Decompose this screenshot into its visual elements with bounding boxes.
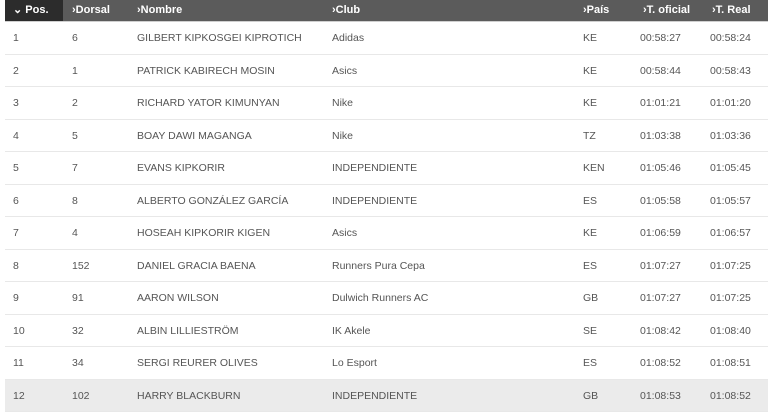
cell-pos: 7 [13, 217, 19, 249]
cell-club: IK Akele [332, 315, 371, 347]
cell-nombre: GILBERT KIPKOSGEI KIPROTICH [137, 22, 302, 54]
cell-pais: TZ [583, 120, 596, 152]
cell-t-real: 01:06:57 [710, 217, 751, 249]
cell-nombre: RICHARD YATOR KIMUNYAN [137, 87, 280, 119]
table-header: ⌄ Pos. ›Dorsal ›Nombre ›Club ›País ›T. o… [5, 0, 768, 22]
table-row[interactable]: 4 5 BOAY DAWI MAGANGA Nike TZ 01:03:38 01:03:3… [5, 120, 768, 153]
cell-t-oficial: 00:58:27 [640, 22, 681, 54]
cell-pais: KE [583, 217, 597, 249]
cell-nombre: HOSEAH KIPKORIR KIGEN [137, 217, 270, 249]
cell-t-real: 01:07:25 [710, 250, 751, 282]
cell-t-oficial: 01:03:38 [640, 120, 681, 152]
cell-t-real: 01:07:25 [710, 282, 751, 314]
cell-dorsal: 152 [72, 250, 90, 282]
cell-pais: SE [583, 315, 597, 347]
cell-pos: 1 [13, 22, 19, 54]
table-row[interactable]: 3 2 RICHARD YATOR KIMUNYAN Nike KE 01:01:21 01… [5, 87, 768, 120]
cell-pais: ES [583, 185, 597, 217]
cell-pais: KE [583, 22, 597, 54]
cell-dorsal: 1 [72, 55, 78, 87]
cell-nombre: ALBIN LILLIESTRÖM [137, 315, 239, 347]
cell-t-oficial: 01:07:27 [640, 250, 681, 282]
cell-club: Nike [332, 87, 353, 119]
cell-nombre: SERGI REURER OLIVES [137, 347, 258, 379]
cell-pos: 6 [13, 185, 19, 217]
cell-dorsal: 5 [72, 120, 78, 152]
cell-dorsal: 34 [72, 347, 84, 379]
table-row[interactable]: 7 4 HOSEAH KIPKORIR KIGEN Asics KE 01:06:59 01… [5, 217, 768, 250]
table-row[interactable]: 1 6 GILBERT KIPKOSGEI KIPROTICH Adidas KE 00:… [5, 22, 768, 55]
cell-club: Dulwich Runners AC [332, 282, 428, 314]
cell-pos: 8 [13, 250, 19, 282]
cell-t-oficial: 01:07:27 [640, 282, 681, 314]
cell-nombre: ALBERTO GONZÁLEZ GARCÍA [137, 185, 288, 217]
cell-pos: 3 [13, 87, 19, 119]
cell-pos: 4 [13, 120, 19, 152]
cell-pos: 10 [13, 315, 25, 347]
cell-club: Runners Pura Cepa [332, 250, 425, 282]
cell-pos: 9 [13, 282, 19, 314]
table-row[interactable]: 8 152 DANIEL GRACIA BAENA Runners Pura Cepa… [5, 250, 768, 283]
cell-t-oficial: 01:01:21 [640, 87, 681, 119]
table-row[interactable]: 9 91 AARON WILSON Dulwich Runners AC GB 01:07… [5, 282, 768, 315]
cell-club: Asics [332, 217, 357, 249]
results-table: ⌄ Pos. ›Dorsal ›Nombre ›Club ›País ›T. o… [5, 0, 768, 412]
table-row[interactable]: 10 32 ALBIN LILLIESTRÖM IK Akele SE 01:08:42 0… [5, 315, 768, 348]
cell-club: INDEPENDIENTE [332, 152, 417, 184]
cell-t-real: 00:58:24 [710, 22, 751, 54]
cell-nombre: AARON WILSON [137, 282, 219, 314]
cell-t-real: 01:05:57 [710, 185, 751, 217]
cell-club: Asics [332, 55, 357, 87]
cell-pais: ES [583, 347, 597, 379]
cell-club: Adidas [332, 22, 364, 54]
cell-pais: KEN [583, 152, 605, 184]
table-row[interactable]: 2 1 PATRICK KABIRECH MOSIN Asics KE 00:58:44 0… [5, 55, 768, 88]
cell-t-oficial: 01:08:42 [640, 315, 681, 347]
cell-club: Nike [332, 120, 353, 152]
cell-pos: 5 [13, 152, 19, 184]
cell-pais: KE [583, 55, 597, 87]
header-t-oficial[interactable]: ›T. oficial [643, 0, 690, 21]
header-dorsal[interactable]: ›Dorsal [72, 0, 110, 21]
table-row[interactable]: 5 7 EVANS KIPKORIR INDEPENDIENTE KEN 01:05:46… [5, 152, 768, 185]
cell-nombre: EVANS KIPKORIR [137, 152, 225, 184]
cell-club: INDEPENDIENTE [332, 185, 417, 217]
header-club[interactable]: ›Club [332, 0, 360, 21]
header-nombre[interactable]: ›Nombre [137, 0, 182, 21]
header-t-real[interactable]: ›T. Real [712, 0, 751, 21]
header-pais[interactable]: ›País [583, 0, 609, 21]
cell-t-real: 01:08:40 [710, 315, 751, 347]
cell-t-oficial: 00:58:44 [640, 55, 681, 87]
cell-pais: ES [583, 250, 597, 282]
cell-nombre: BOAY DAWI MAGANGA [137, 120, 252, 152]
cell-t-real: 01:08:51 [710, 347, 751, 379]
cell-pais: KE [583, 87, 597, 119]
cell-t-oficial: 01:05:46 [640, 152, 681, 184]
cell-pos: 2 [13, 55, 19, 87]
cell-dorsal: 2 [72, 87, 78, 119]
cell-pos: 11 [13, 347, 24, 379]
cell-dorsal: 8 [72, 185, 78, 217]
cell-t-oficial: 01:06:59 [640, 217, 681, 249]
cell-t-real: 01:03:36 [710, 120, 751, 152]
cell-dorsal: 6 [72, 22, 78, 54]
cell-dorsal: 91 [72, 282, 84, 314]
cell-t-oficial: 01:05:58 [640, 185, 681, 217]
table-row[interactable]: 11 34 SERGI REURER OLIVES Lo Esport ES 01:08:… [5, 347, 768, 380]
header-pos[interactable]: ⌄ Pos. [13, 0, 49, 21]
cell-dorsal: 32 [72, 315, 84, 347]
cell-t-real: 01:01:20 [710, 87, 751, 119]
cell-nombre: DANIEL GRACIA BAENA [137, 250, 256, 282]
cell-dorsal: 4 [72, 217, 78, 249]
cell-dorsal: 7 [72, 152, 78, 184]
cell-t-real: 00:58:43 [710, 55, 751, 87]
cell-t-oficial: 01:08:52 [640, 347, 681, 379]
cell-pais: GB [583, 282, 598, 314]
table-row[interactable]: 6 8 ALBERTO GONZÁLEZ GARCÍA INDEPENDIENTE ES… [5, 185, 768, 218]
cell-nombre: PATRICK KABIRECH MOSIN [137, 55, 275, 87]
cell-t-real: 01:05:45 [710, 152, 751, 184]
cell-club: Lo Esport [332, 347, 377, 379]
